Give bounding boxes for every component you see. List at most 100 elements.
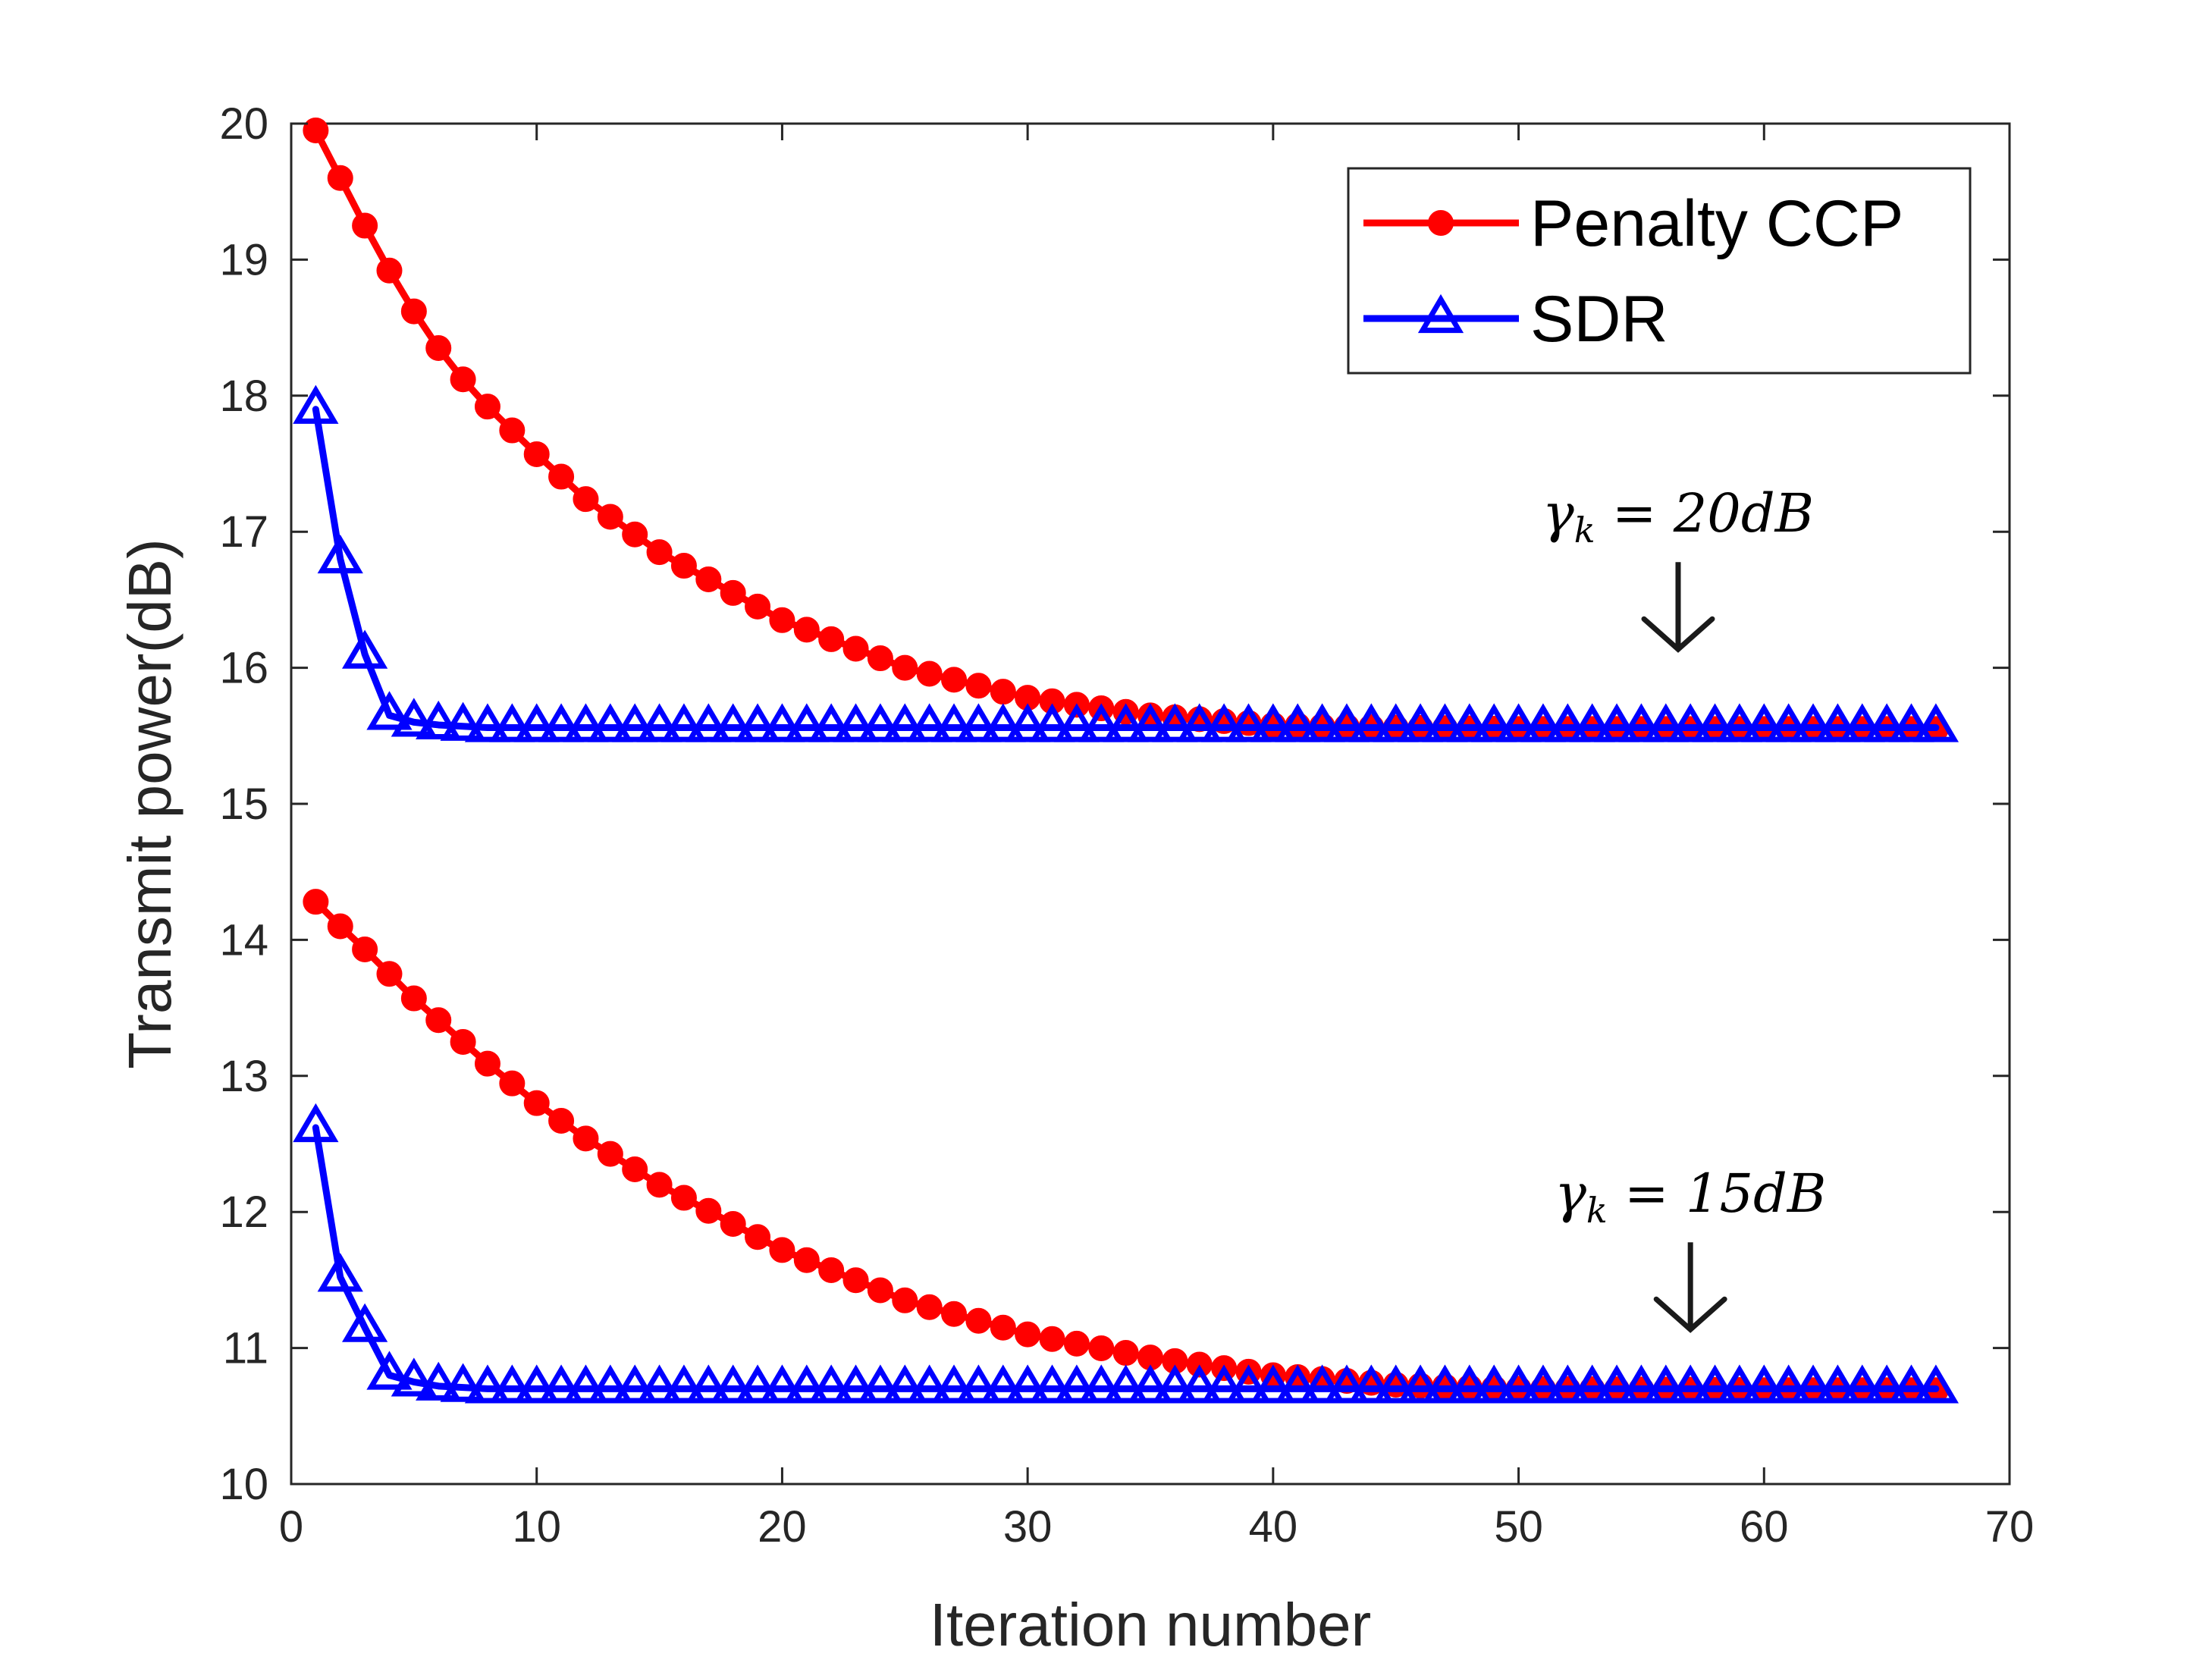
data-point — [1864, 1364, 1910, 1404]
data-point — [1520, 1364, 1567, 1404]
data-point — [400, 298, 427, 325]
data-point — [1127, 1364, 1174, 1404]
data-point — [710, 703, 756, 742]
legend-box — [1347, 167, 1972, 375]
data-point — [612, 703, 658, 742]
data-point — [793, 617, 820, 643]
data-point — [842, 635, 869, 662]
data-point — [1668, 1364, 1714, 1404]
data-point — [425, 335, 452, 362]
data-point — [1839, 703, 1885, 742]
data-point — [464, 703, 511, 742]
data-point — [450, 366, 476, 393]
data-point — [1790, 1364, 1837, 1404]
data-point — [745, 593, 771, 620]
data-point — [1348, 703, 1395, 742]
data-point — [636, 703, 682, 742]
y-tick-label: 20 — [219, 99, 268, 149]
data-point — [686, 1364, 732, 1404]
data-point — [597, 1141, 623, 1167]
data-point — [783, 1364, 830, 1404]
data-point — [1112, 1340, 1139, 1366]
x-tick-label: 10 — [512, 1502, 561, 1552]
data-point — [416, 1361, 462, 1401]
x-tick-label: 60 — [1740, 1502, 1789, 1552]
data-point — [1815, 703, 1861, 742]
data-point — [734, 703, 781, 742]
legend-label: SDR — [1530, 283, 1668, 356]
x-tick-label: 70 — [1985, 1502, 2035, 1552]
data-point — [686, 703, 732, 742]
data-point — [783, 703, 830, 742]
data-point — [573, 486, 599, 513]
data-point — [612, 1364, 658, 1404]
data-point — [1039, 1326, 1065, 1352]
data-point — [1250, 1364, 1296, 1404]
annotation-arrow-head — [1641, 616, 1715, 653]
data-point — [759, 1364, 805, 1404]
data-point — [1323, 1364, 1370, 1404]
data-point — [317, 534, 363, 574]
data-point — [867, 645, 893, 672]
data-point — [1446, 703, 1492, 742]
data-point — [376, 961, 403, 987]
data-point — [548, 1108, 575, 1134]
data-point — [1053, 1364, 1100, 1404]
data-point — [1275, 1364, 1321, 1404]
series-sdr — [293, 384, 1959, 742]
data-point — [352, 212, 378, 239]
data-point — [941, 667, 968, 693]
data-point — [1618, 703, 1664, 742]
data-point — [352, 936, 378, 962]
data-point — [1545, 703, 1591, 742]
data-point — [1618, 1364, 1664, 1404]
data-point — [965, 1307, 992, 1334]
data-point — [833, 1364, 879, 1404]
data-point — [622, 521, 648, 548]
annotation-layer: γk = 20dB γk = 15dB — [1542, 482, 1826, 1333]
data-point — [489, 1364, 535, 1404]
data-point — [376, 257, 403, 284]
data-point — [636, 1364, 682, 1404]
data-point — [303, 889, 329, 915]
data-point — [1446, 1364, 1492, 1404]
data-point — [1545, 1364, 1591, 1404]
data-point — [573, 1125, 599, 1152]
data-point — [489, 703, 535, 742]
data-point — [1029, 703, 1075, 742]
y-tick-label: 16 — [219, 644, 268, 693]
data-point — [1839, 1364, 1885, 1404]
data-point — [710, 1364, 756, 1404]
data-point — [930, 703, 977, 742]
legend-marker — [1428, 210, 1454, 236]
data-point — [1053, 703, 1100, 742]
annotation-arrow-head — [1653, 1296, 1727, 1333]
data-point — [818, 1257, 845, 1283]
data-point — [1127, 703, 1174, 742]
x-axis-title: Iteration number — [930, 1591, 1372, 1658]
data-point — [587, 703, 633, 742]
data-point — [990, 1314, 1016, 1341]
data-point — [1225, 703, 1272, 742]
data-point — [793, 1247, 820, 1273]
data-point — [587, 1364, 633, 1404]
data-point — [1417, 293, 1464, 334]
data-point — [1348, 1364, 1395, 1404]
annotation-label: γk = 20dB — [1542, 482, 1814, 551]
data-point — [1716, 703, 1763, 742]
data-point — [1692, 1364, 1738, 1404]
data-point — [857, 703, 904, 742]
data-point — [1765, 703, 1812, 742]
data-point — [1200, 1364, 1247, 1404]
legend-label: Penalty CCP — [1530, 187, 1903, 260]
data-point — [548, 463, 575, 490]
legend: Penalty CCP SDR — [1347, 167, 1972, 375]
data-point — [1029, 1364, 1075, 1404]
data-point — [1593, 1364, 1640, 1404]
data-point — [892, 1287, 918, 1313]
data-point — [1078, 1364, 1125, 1404]
data-point — [769, 607, 795, 633]
